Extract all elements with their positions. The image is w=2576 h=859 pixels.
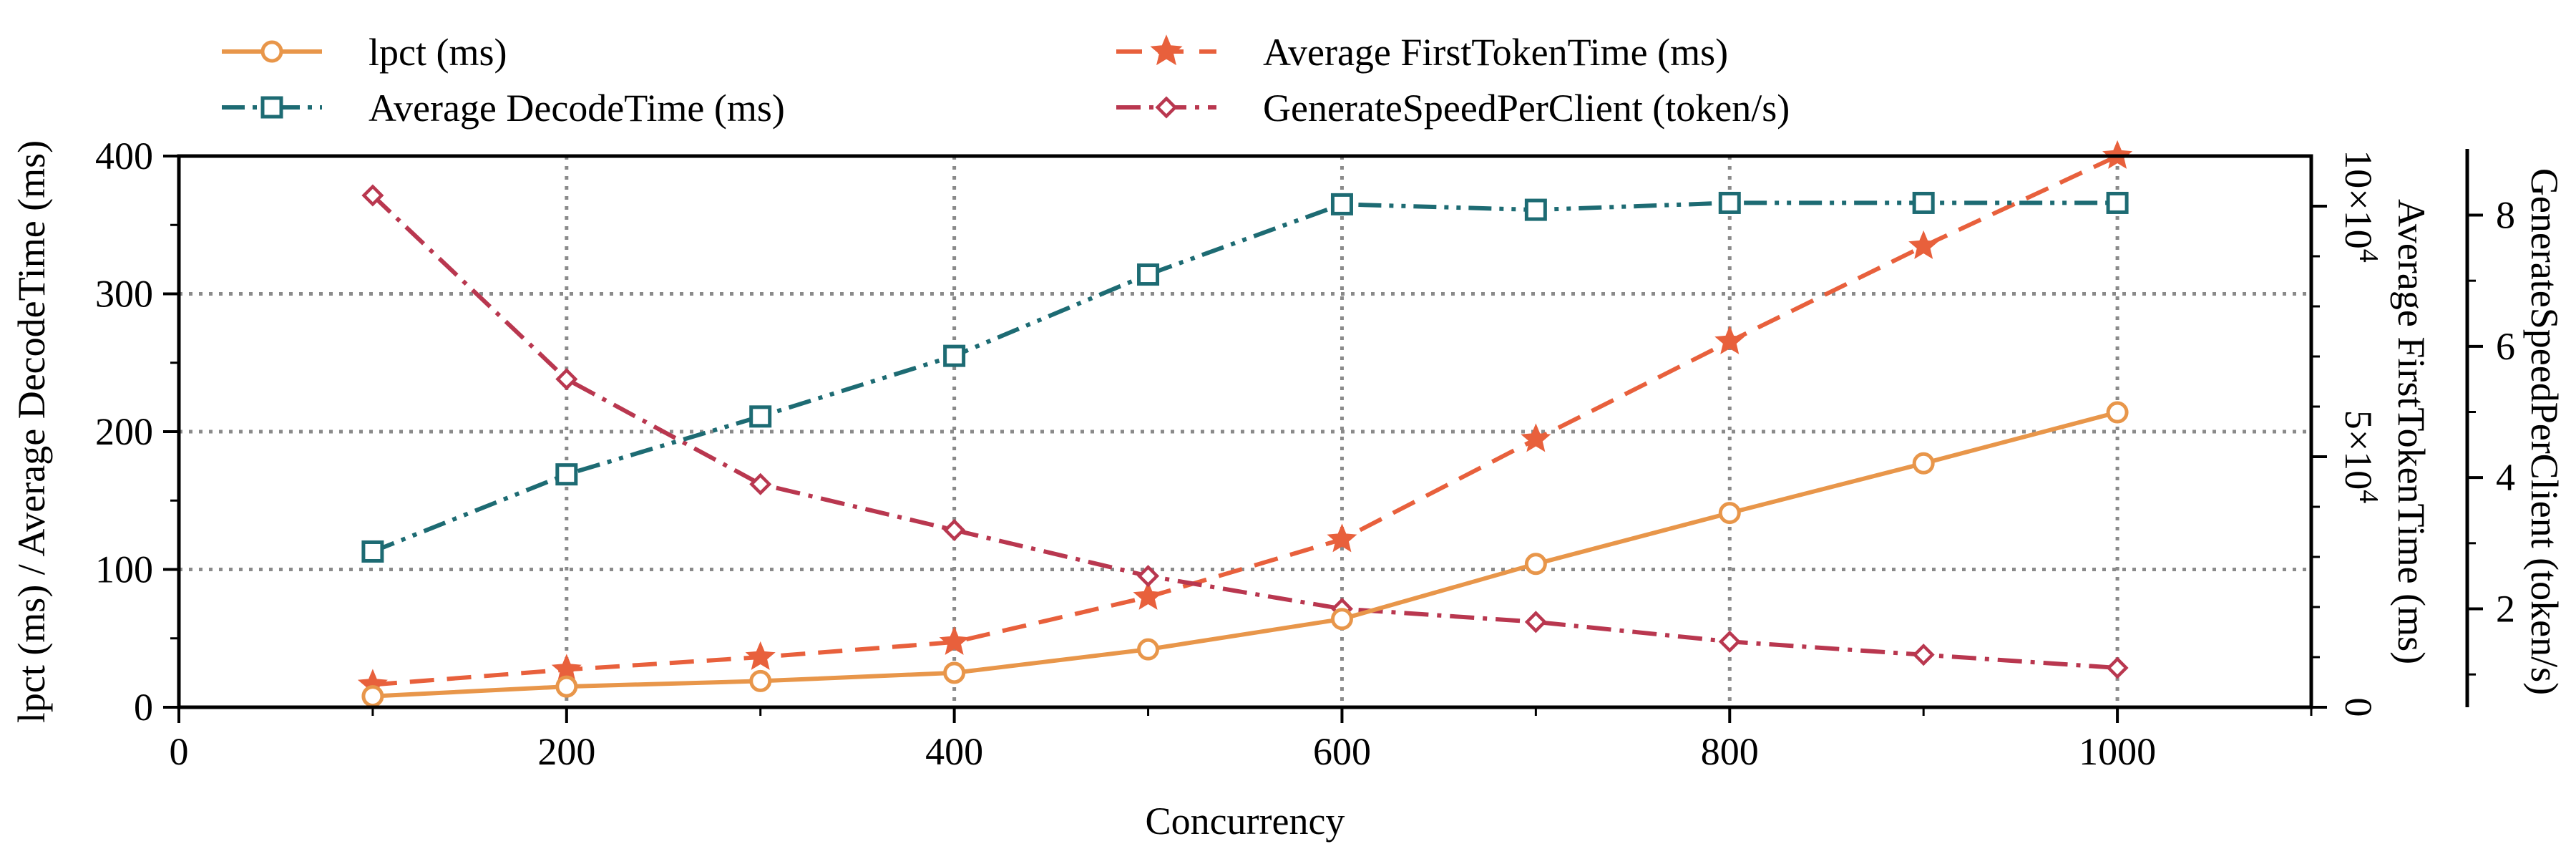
data-point-0 (361, 685, 384, 708)
data-point-2 (1521, 423, 1551, 452)
series-line-0 (372, 410, 2118, 699)
x-tick-label: 800 (1701, 730, 1759, 773)
left-tick-label: 300 (95, 273, 153, 316)
data-point-3 (1718, 630, 1741, 653)
data-point-1 (1718, 191, 1741, 214)
right1-tick-label: 5×104 (2337, 410, 2384, 503)
x-tick-label: 200 (537, 730, 595, 773)
left-tick-label: 200 (95, 410, 153, 453)
data-point-0 (1912, 452, 1935, 475)
right1-tick-label: 10×104 (2337, 150, 2384, 262)
left-tick-label: 100 (95, 548, 153, 591)
legend-marker (1150, 34, 1183, 66)
data-point-1 (2106, 191, 2129, 214)
data-point-3 (749, 472, 772, 495)
right2-tick-label: 6 (2496, 325, 2515, 368)
data-point-2 (1714, 325, 1745, 354)
series-line-1 (371, 200, 2118, 554)
data-point-3 (1524, 611, 1547, 634)
right1-tick-label: 0 (2337, 698, 2380, 717)
data-point-3 (361, 184, 384, 207)
right2-axis-label: GenerateSpeedPerClient (token/s) (2523, 168, 2566, 695)
data-point-2 (1327, 523, 1357, 553)
data-point-0 (749, 669, 772, 692)
x-tick-label: 600 (1313, 730, 1371, 773)
data-point-0 (943, 661, 966, 684)
legend-marker (260, 40, 283, 63)
legend-marker (1155, 96, 1178, 119)
data-point-3 (943, 518, 966, 542)
data-point-2 (745, 641, 776, 670)
data-point-0 (1718, 502, 1741, 525)
x-tick-label: 0 (170, 730, 189, 773)
grid-lines (179, 156, 2311, 707)
legend-label: Average DecodeTime (ms) (369, 87, 785, 130)
series-line-2 (372, 156, 2119, 687)
series-layer (371, 156, 2119, 699)
right2-tick-label: 4 (2496, 456, 2515, 499)
data-point-0 (1330, 608, 1353, 631)
data-point-0 (1524, 553, 1547, 576)
data-point-1 (749, 405, 772, 428)
data-point-1 (943, 344, 966, 367)
data-point-2 (1908, 230, 1939, 259)
legend-marker (260, 96, 283, 119)
data-point-0 (1137, 638, 1160, 661)
data-point-3 (2106, 656, 2129, 679)
data-point-2 (939, 626, 970, 655)
data-point-3 (1137, 565, 1160, 588)
legend-label: GenerateSpeedPerClient (token/s) (1263, 87, 1790, 130)
right2-tick-label: 8 (2496, 194, 2515, 237)
data-point-0 (555, 675, 578, 698)
data-point-3 (1912, 644, 1935, 666)
data-point-1 (555, 463, 578, 486)
legend: lpct (ms) Average FirstTokenTime (ms) Aver… (222, 31, 1790, 130)
data-point-1 (1524, 198, 1547, 221)
marker-layer (357, 140, 2133, 708)
x-axis-label: Concurrency (1146, 800, 1345, 843)
right1-axis-label: Average FirstTokenTime (ms) (2390, 199, 2433, 664)
data-point-1 (1330, 193, 1353, 215)
legend-label: lpct (ms) (369, 31, 507, 74)
x-tick-label: 400 (925, 730, 983, 773)
left-tick-label: 0 (134, 686, 153, 729)
left-axis-label: lpct (ms) / Average DecodeTime (ms) (10, 140, 53, 723)
x-tick-label: 1000 (2079, 730, 2156, 773)
data-point-3 (555, 368, 578, 391)
data-point-1 (361, 540, 384, 563)
series-line-3 (371, 193, 2118, 670)
data-point-0 (2106, 401, 2129, 424)
right2-tick-label: 2 (2496, 588, 2515, 631)
axes-layer: 0 200 400 600 800 1000 0 100 200 300 400 0 5×104 10×1… (95, 135, 2515, 773)
data-point-1 (1912, 191, 1935, 214)
legend-label: Average FirstTokenTime (ms) (1263, 31, 1728, 74)
data-point-1 (1137, 263, 1160, 286)
data-point-2 (1133, 581, 1163, 610)
left-tick-label: 400 (95, 135, 153, 178)
